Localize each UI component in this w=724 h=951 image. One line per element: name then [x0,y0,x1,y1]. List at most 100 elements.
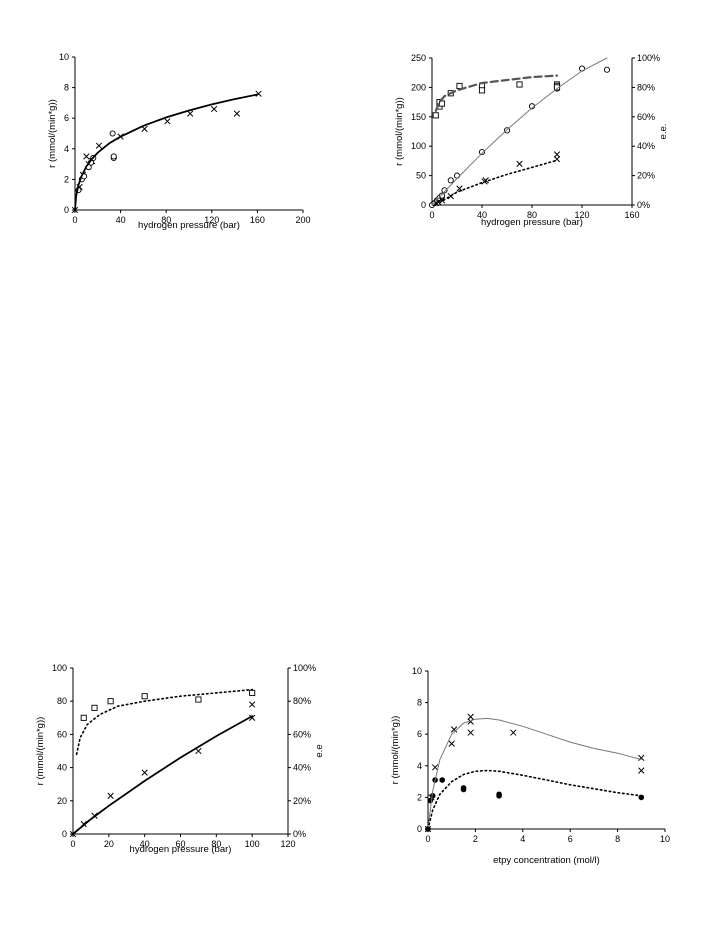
x-tick-label: 0 [70,839,75,849]
y2-axis-title: e.e. [658,124,669,140]
point-square [80,714,87,721]
chart-top-left: 0 40 80 120 160 200 0 2 4 6 8 10 hydrogen pressure (… [47,52,311,231]
y-tick-label: 6 [64,113,69,123]
series-line [435,159,558,206]
x-tick-label: 160 [250,215,265,225]
y-tick-label: 150 [411,112,426,122]
y-tick-label: 4 [417,761,422,771]
x-axis-title: hydrogen pressure (bar) [138,220,240,231]
y2-tick-label: 0% [637,200,650,210]
y2-tick-label: 100% [293,663,316,673]
x-tick-label: 160 [624,210,639,220]
point-cross [638,754,645,762]
point-cross [95,142,103,149]
x-tick-label: 40 [140,839,150,849]
point-circle [478,149,486,156]
y2-tick-label: 40% [293,763,311,773]
series-line [72,715,254,835]
y2-tick-label: 20% [637,171,655,181]
y2-tick-label: 100% [637,53,660,63]
y-tick-label: 2 [64,174,69,184]
y-tick-label: 10 [412,666,422,676]
point-cross [186,110,194,117]
y-tick-label: 100 [52,663,67,673]
x-tick-label: 80 [527,210,537,220]
x-tick-label: 120 [280,839,295,849]
chart-bottom-right: 0 2 4 6 8 10 0 2 4 6 8 10 etpy concentration (mol/l)… [390,666,670,866]
point-cross [467,729,474,736]
point-square [195,696,202,703]
point-cross [195,747,202,755]
series-line [427,769,643,830]
point-cross [141,769,148,776]
y-axis-title: r (mmol/(min*g)) [47,99,58,168]
y2-tick-label: 80% [637,82,655,92]
point-cross [83,153,90,160]
x-tick-label: 10 [660,834,670,844]
y-axis-title: r (mmol/(min*g)) [394,97,405,166]
y-tick-label: 0 [421,200,426,210]
point-circle [441,187,448,194]
x-tick-label: 0 [425,834,430,844]
y-tick-label: 40 [57,763,67,773]
point-cross [553,151,561,158]
x-tick-label: 120 [574,210,589,220]
y-tick-label: 0 [62,829,67,839]
y-tick-label: 20 [57,796,67,806]
x-tick-label: 6 [568,834,573,844]
point-cross [450,726,458,733]
x-axis-title: etpy concentration (mol/l) [493,855,600,866]
series-line [434,74,559,112]
point-circle [603,66,611,73]
x-tick-label: 100 [245,839,260,849]
point-cross [255,90,262,97]
chart-bottom-left: 0 20 40 60 80 100 120 0 20 40 60 80 100 0% 20% 40% 60% 80… [35,663,325,855]
y2-tick-label: 80% [293,696,311,706]
point-circle [438,192,446,199]
series-line [431,57,608,206]
series-line [427,717,642,830]
point-square [141,693,148,700]
x-tick-label: 2 [473,834,478,844]
series-line [75,688,253,756]
point-square [91,704,98,711]
x-tick-label: 80 [161,215,171,225]
point-cross [467,713,474,720]
point-cross [638,767,645,774]
point-dot [439,777,446,783]
point-cross [510,729,517,736]
x-axis-title: hydrogen pressure (bar) [130,844,232,855]
point-square [456,82,463,89]
x-tick-label: 200 [295,215,310,225]
point-cross [456,185,463,192]
point-square [516,81,523,88]
point-dot [496,791,502,798]
y2-tick-label: 60% [637,112,655,122]
y-tick-label: 0 [417,824,422,834]
point-cross [210,105,218,113]
point-square [107,698,114,705]
point-circle [110,153,117,160]
x-tick-label: 0 [429,210,434,220]
x-tick-label: 4 [520,834,525,844]
point-square [478,87,486,94]
y-tick-label: 250 [411,53,426,63]
point-square [249,689,256,696]
x-tick-label: 0 [72,215,77,225]
y-tick-label: 8 [417,698,422,708]
x-tick-label: 8 [615,834,620,844]
series-line [74,93,259,211]
y-tick-label: 50 [416,171,426,181]
y-tick-label: 100 [411,141,426,151]
y-tick-label: 60 [57,729,67,739]
point-square [553,84,561,91]
x-tick-label: 60 [175,839,185,849]
point-circle [447,177,454,184]
point-square [438,100,446,107]
y-tick-label: 2 [417,792,422,802]
y-tick-label: 6 [417,729,422,739]
x-tick-label: 40 [116,215,126,225]
y2-tick-label: 40% [637,141,655,151]
chart-top-right: 0 40 80 120 160 0 50 100 150 200 250 0% 20% 40% 60% 80%… [394,53,669,228]
y-tick-label: 10 [59,52,69,62]
